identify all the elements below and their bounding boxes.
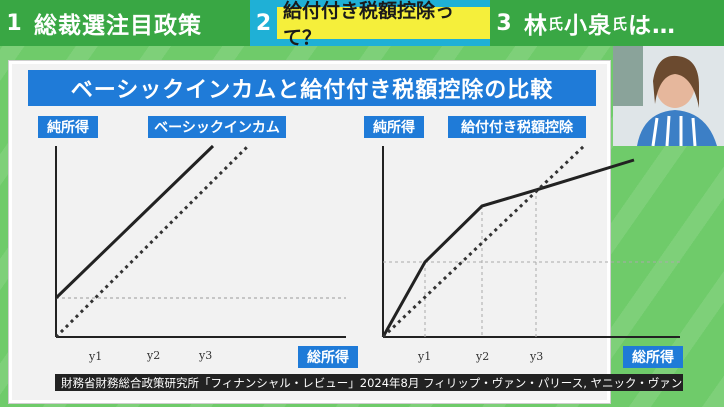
left-series-label: ベーシックインカム [148,116,286,138]
right-tick-y2: y2 [476,350,490,363]
topic-bar: 1 総裁選注目政策 2 給付付き税額控除って？ 3 林氏小泉氏は… [0,0,724,49]
right-tax-credit-line [381,158,635,338]
right-xlabel: 総所得 [623,346,683,368]
topic-number-3: 3 [496,10,512,36]
topic-label-1: 総裁選注目政策 [34,13,202,39]
topic-label-3-d: 氏 [612,14,629,33]
topic-label-3-a: 林 [524,13,548,39]
topic-number-1: 1 [6,10,22,36]
topic-item-1: 1 総裁選注目政策 [0,0,250,46]
left-tick-y1: y1 [89,350,103,363]
topic-item-2: 2 給付付き税額控除って？ [250,0,490,49]
topic-label-3-b: 氏 [548,14,565,33]
left-basic-income-line [54,144,215,300]
left-tick-y3: y3 [199,349,213,362]
right-45deg-line [381,144,586,339]
left-xlabel: 総所得 [298,346,358,368]
right-series-label: 給付付き税額控除 [448,116,586,138]
left-45deg-line [54,144,250,339]
topic-item-3: 3 林氏小泉氏は… [490,0,724,46]
left-tick-y2: y2 [147,349,161,362]
topic-label-3-c: 小泉 [564,13,613,39]
topic-label-3: 林氏小泉氏は… [518,6,682,40]
right-ylabel: 純所得 [364,116,424,138]
right-tick-y3: y3 [530,350,544,363]
presenter-image [613,46,724,146]
topic-label-3-e: は… [628,13,677,39]
presenter-thumbnail [613,46,724,146]
topic-number-2: 2 [255,10,272,36]
left-ylabel: 純所得 [38,116,98,138]
board-title: ベーシックインカムと給付付き税額控除の比較 [28,70,596,106]
source-caption: 財務省財務総合政策研究所「フィナンシャル・レビュー」2024年8月 フィリップ・… [55,374,683,391]
right-tick-y1: y1 [418,350,432,363]
